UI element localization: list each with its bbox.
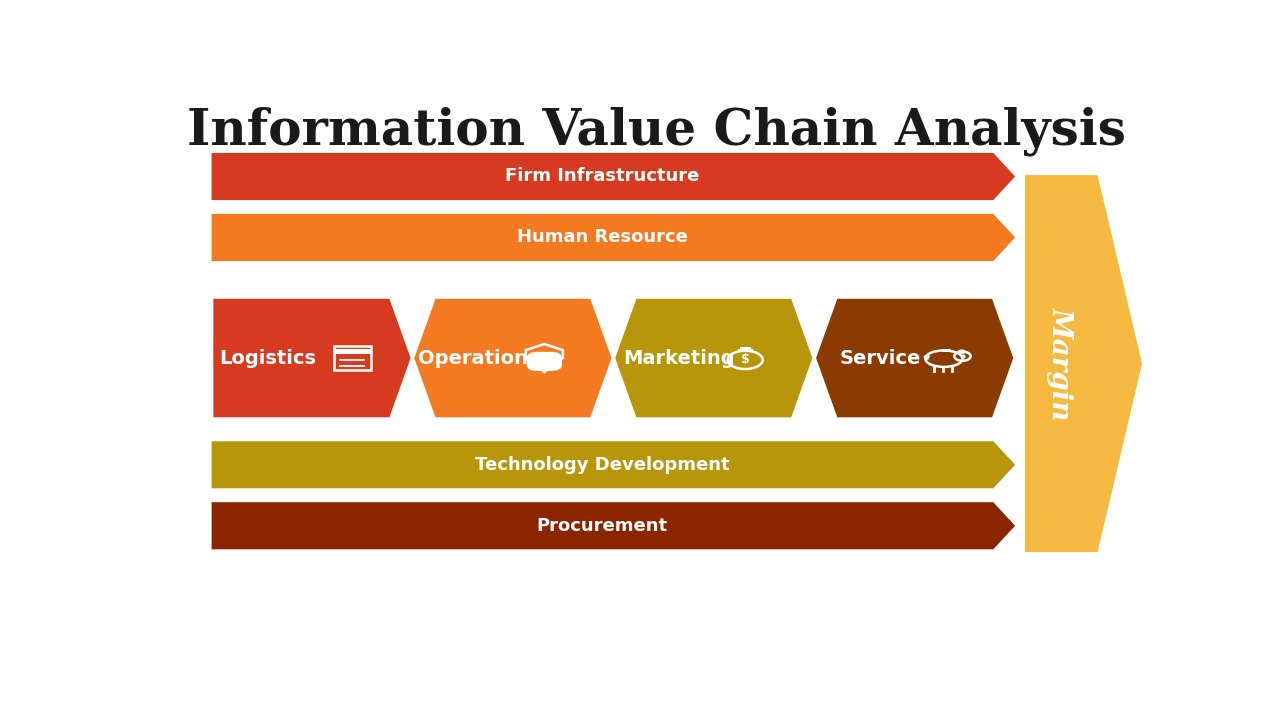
Text: Information Value Chain Analysis: Information Value Chain Analysis [187,106,1125,156]
Text: Marketing: Marketing [623,348,735,367]
Polygon shape [211,441,1015,488]
Text: Procurement: Procurement [536,517,668,535]
Polygon shape [211,153,1015,200]
Text: Service: Service [840,348,920,367]
Text: Technology Development: Technology Development [475,456,730,474]
FancyBboxPatch shape [334,348,371,354]
Text: Operations: Operations [417,348,539,367]
Text: Logistics: Logistics [219,348,316,367]
Polygon shape [211,503,1015,549]
Polygon shape [814,297,1015,419]
Polygon shape [412,297,613,419]
Text: Margin: Margin [1047,307,1074,420]
Polygon shape [1025,175,1142,552]
Polygon shape [211,214,1015,261]
Polygon shape [613,297,814,419]
Text: Firm Infrastructure: Firm Infrastructure [506,168,700,186]
FancyBboxPatch shape [527,353,561,370]
Text: Human Resource: Human Resource [517,228,687,246]
Polygon shape [211,297,412,419]
Text: $: $ [741,354,750,366]
